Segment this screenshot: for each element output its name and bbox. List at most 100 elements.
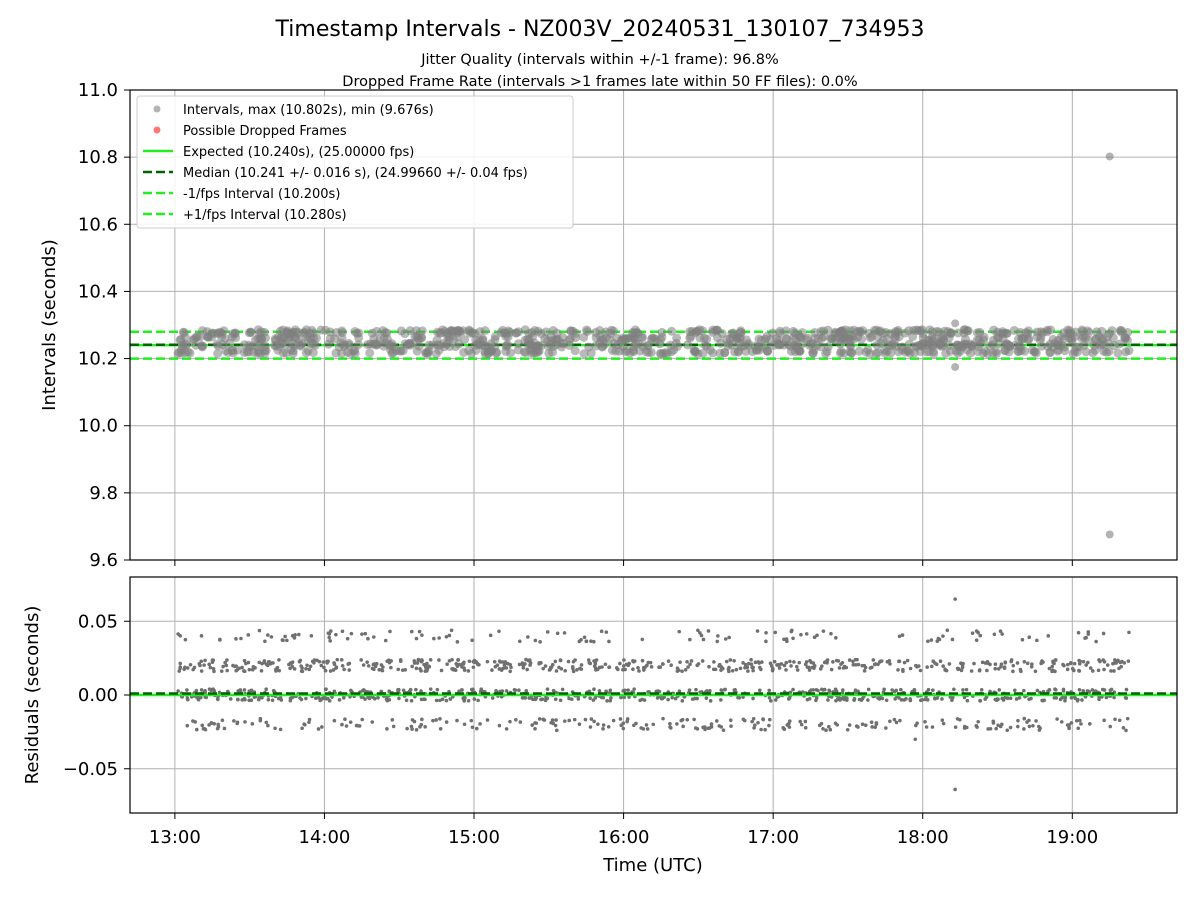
residual-point [673, 696, 678, 701]
residual-point [409, 724, 414, 729]
residual-point [389, 665, 393, 670]
residual-point [420, 633, 424, 637]
interval-point [570, 346, 580, 356]
residual-point [178, 661, 183, 666]
residual-point [265, 663, 270, 668]
residual-point [550, 718, 555, 722]
residual-point [1067, 725, 1071, 730]
residual-point [182, 667, 186, 672]
residual-point [533, 727, 537, 731]
residual-point [834, 636, 838, 640]
residual-point [417, 629, 422, 634]
legend-intervals-label: Intervals, max (10.802s), min (9.676s) [183, 103, 434, 118]
residual-point [1066, 662, 1070, 667]
residual-point [901, 667, 905, 672]
residual-point [950, 637, 955, 642]
residual-point [398, 658, 403, 663]
residual-point [831, 660, 835, 664]
residual-point [290, 660, 295, 664]
interval-point [225, 338, 235, 348]
residual-point [588, 725, 593, 729]
residual-point [420, 658, 424, 663]
residual-point [751, 716, 756, 721]
residual-point [608, 698, 613, 703]
residual-point [625, 717, 630, 721]
top-panel-y-axis-label: Intervals (seconds) [39, 239, 60, 411]
residual-point [685, 717, 690, 722]
residual-point [440, 697, 445, 702]
residual-point [678, 660, 682, 664]
residual-point [383, 638, 388, 643]
residual-point [605, 699, 609, 703]
residual-point [209, 721, 214, 725]
top-panel-y-ticks: 9.6 9.8 10.0 10.2 10.4 10.6 10.8 11.0 [78, 80, 130, 571]
residual-point [1127, 630, 1131, 635]
residual-point [746, 669, 750, 673]
residual-point [1053, 658, 1058, 662]
residual-point [328, 639, 332, 643]
residual-point [1053, 687, 1058, 692]
interval-point [275, 326, 285, 336]
residual-point [563, 668, 567, 673]
interval-point [228, 348, 238, 358]
interval-point [218, 340, 228, 350]
residual-point [538, 640, 542, 644]
residual-point [803, 725, 808, 730]
residual-point [732, 658, 736, 663]
residual-point [1086, 630, 1091, 634]
residual-point [307, 720, 311, 725]
residual-point [888, 719, 892, 724]
residual-point [277, 668, 282, 673]
interval-point [1103, 338, 1113, 348]
interval-point [427, 340, 437, 350]
residual-point [596, 722, 600, 726]
residual-point [1102, 667, 1106, 672]
residual-point [662, 695, 667, 700]
residual-point [893, 697, 897, 701]
residual-point [264, 720, 269, 725]
interval-point [582, 325, 592, 335]
residual-point [339, 658, 344, 662]
interval-point [1084, 327, 1094, 337]
interval-point [1115, 325, 1125, 335]
residual-point [1077, 668, 1081, 673]
residual-point [539, 661, 543, 665]
residual-point [1088, 722, 1092, 726]
residual-point [767, 723, 771, 728]
residual-point [309, 633, 314, 638]
residual-point [240, 698, 244, 702]
residual-point [918, 668, 923, 673]
residual-point [1070, 666, 1075, 671]
interval-point [708, 348, 718, 358]
interval-point [529, 348, 539, 358]
interval-point [781, 326, 791, 336]
interval-point [917, 340, 927, 350]
residual-point [842, 664, 847, 669]
residual-point [543, 664, 548, 668]
residual-point [414, 636, 419, 641]
residual-point [335, 657, 340, 662]
residual-point [972, 661, 976, 666]
residual-outlier-point [913, 737, 918, 742]
residual-point [1063, 698, 1067, 703]
top-panel-x-tick-marks [174, 560, 1073, 566]
bottom-x-tick-label: 18:00 [897, 827, 949, 848]
residual-point [562, 719, 567, 723]
residual-point [896, 668, 900, 672]
residual-point [704, 696, 709, 700]
residual-point [1017, 696, 1022, 700]
residual-point [944, 668, 949, 673]
residual-point [994, 726, 998, 731]
interval-point [388, 348, 398, 358]
residual-point [1077, 718, 1082, 723]
legend-minus-fps-label: -1/fps Interval (10.200s) [183, 187, 340, 202]
interval-point [334, 342, 344, 352]
residual-point [958, 717, 962, 722]
interval-point [353, 340, 363, 350]
residual-point [719, 698, 723, 702]
residual-point [1022, 688, 1026, 693]
interval-point [655, 339, 665, 349]
interval-point [620, 347, 630, 357]
residual-point [696, 662, 701, 666]
residual-point [791, 687, 795, 692]
